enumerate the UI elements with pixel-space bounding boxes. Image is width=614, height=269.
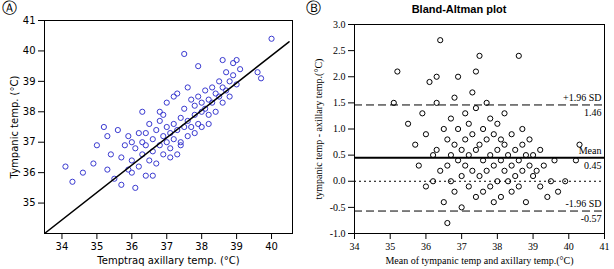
svg-text:37: 37 <box>457 241 467 252</box>
svg-text:39: 39 <box>23 76 36 87</box>
svg-text:Mean: Mean <box>579 145 602 156</box>
svg-text:36: 36 <box>125 241 138 252</box>
svg-text:35: 35 <box>91 241 104 252</box>
svg-text:1.46: 1.46 <box>584 107 602 118</box>
svg-text:1.5: 1.5 <box>333 97 346 108</box>
svg-text:-1.0: -1.0 <box>330 228 346 239</box>
svg-text:Mean of tympanic temp and axil: Mean of tympanic temp and axillary temp.… <box>385 255 573 267</box>
svg-text:34: 34 <box>56 241 69 252</box>
svg-text:38: 38 <box>492 241 502 252</box>
svg-text:0.45: 0.45 <box>584 160 602 171</box>
svg-text:2.0: 2.0 <box>333 71 346 82</box>
svg-text:41: 41 <box>23 15 36 26</box>
svg-text:36: 36 <box>421 241 431 252</box>
svg-text:35: 35 <box>23 197 36 208</box>
svg-text:Temptraq axillary temp. (°C): Temptraq axillary temp. (°C) <box>96 255 239 266</box>
svg-text:39: 39 <box>528 241 538 252</box>
svg-text:-0.5: -0.5 <box>330 202 346 213</box>
svg-text:0.0: 0.0 <box>333 175 346 186</box>
svg-text:Tympanic temp. (°C): Tympanic temp. (°C) <box>9 76 20 180</box>
svg-text:40: 40 <box>265 241 278 252</box>
svg-text:1.0: 1.0 <box>333 123 346 134</box>
svg-text:34: 34 <box>350 241 360 252</box>
svg-text:39: 39 <box>230 241 243 252</box>
svg-text:36: 36 <box>23 167 36 178</box>
svg-text:38: 38 <box>195 241 208 252</box>
svg-text:38: 38 <box>23 106 36 117</box>
svg-text:37: 37 <box>160 241 173 252</box>
svg-text:3.0: 3.0 <box>333 19 346 30</box>
svg-text:+1.96 SD: +1.96 SD <box>563 92 601 103</box>
svg-text:41: 41 <box>600 241 610 252</box>
svg-text:tympanic temp - axillary temp.: tympanic temp - axillary temp.(°C) <box>313 59 325 200</box>
svg-text:35: 35 <box>385 241 395 252</box>
svg-text:37: 37 <box>23 136 36 147</box>
svg-text:2.5: 2.5 <box>333 45 346 56</box>
svg-text:0.5: 0.5 <box>333 149 346 160</box>
html-text:Bland-Altman plot: Bland-Altman plot <box>411 3 507 15</box>
svg-text:40: 40 <box>564 241 574 252</box>
svg-text:-0.57: -0.57 <box>581 213 602 224</box>
svg-text:-1.96 SD: -1.96 SD <box>565 198 601 209</box>
svg-text:40: 40 <box>23 45 36 56</box>
